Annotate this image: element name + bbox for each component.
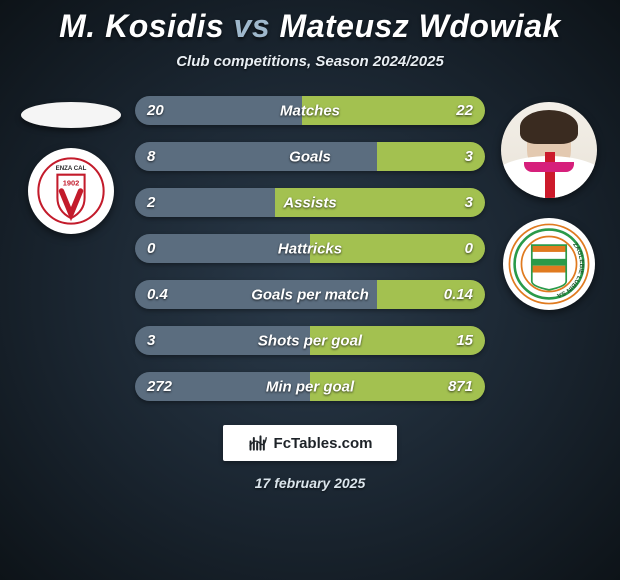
stat-row: 272871Min per goal	[135, 372, 485, 401]
zaglebie-badge-icon: ZAGLEBIE LUBIN SA	[506, 221, 592, 307]
player1-avatar	[21, 102, 121, 128]
stat-left-bar: 20	[135, 96, 302, 125]
stat-row: 0.40.14Goals per match	[135, 280, 485, 309]
stat-right-value: 3	[465, 194, 473, 211]
stat-right-value: 3	[465, 148, 473, 165]
watermark-text: FcTables.com	[274, 435, 373, 452]
stat-right-value: 15	[456, 332, 473, 349]
player2-name: Mateusz Wdowiak	[280, 8, 561, 44]
stat-left-value: 272	[147, 378, 172, 395]
stat-right-value: 22	[456, 102, 473, 119]
stat-right-bar: 22	[302, 96, 485, 125]
svg-text:ENZA CAL: ENZA CAL	[56, 165, 87, 172]
player1-name: M. Kosidis	[59, 8, 224, 44]
stat-left-value: 2	[147, 194, 155, 211]
stat-row: 83Goals	[135, 142, 485, 171]
stat-row: 23Assists	[135, 188, 485, 217]
date: 17 february 2025	[0, 475, 620, 491]
stat-left-bar: 0	[135, 234, 310, 263]
player2-avatar	[501, 102, 597, 198]
stat-bars: 2022Matches83Goals23Assists00Hattricks0.…	[135, 96, 485, 401]
stat-left-value: 0	[147, 240, 155, 257]
stat-left-bar: 2	[135, 188, 275, 217]
stat-right-bar: 3	[377, 142, 486, 171]
player2-club-badge: ZAGLEBIE LUBIN SA	[503, 218, 595, 310]
watermark: FcTables.com	[223, 425, 397, 461]
stat-right-value: 0.14	[444, 286, 473, 303]
stat-left-bar: 3	[135, 326, 310, 355]
stat-left-value: 0.4	[147, 286, 168, 303]
chart-icon	[248, 433, 268, 453]
stat-left-bar: 0.4	[135, 280, 377, 309]
subtitle: Club competitions, Season 2024/2025	[0, 53, 620, 70]
stat-left-bar: 8	[135, 142, 377, 171]
stat-right-bar: 871	[310, 372, 485, 401]
stat-left-value: 8	[147, 148, 155, 165]
svg-text:1902: 1902	[63, 179, 80, 188]
stat-left-value: 20	[147, 102, 164, 119]
stat-row: 00Hattricks	[135, 234, 485, 263]
stat-left-value: 3	[147, 332, 155, 349]
vicenza-badge-icon: ENZA CAL 1902	[37, 157, 105, 225]
player1-club-badge: ENZA CAL 1902	[28, 148, 114, 234]
stat-left-bar: 272	[135, 372, 310, 401]
left-column: ENZA CAL 1902	[15, 96, 127, 234]
right-column: ZAGLEBIE LUBIN SA	[493, 96, 605, 310]
stat-right-bar: 15	[310, 326, 485, 355]
stat-right-value: 871	[448, 378, 473, 395]
comparison-title: M. Kosidis vs Mateusz Wdowiak	[0, 8, 620, 45]
stat-row: 315Shots per goal	[135, 326, 485, 355]
stat-right-bar: 0	[310, 234, 485, 263]
vs-separator: vs	[234, 8, 271, 44]
stat-row: 2022Matches	[135, 96, 485, 125]
stat-right-bar: 3	[275, 188, 485, 217]
stat-right-value: 0	[465, 240, 473, 257]
stat-right-bar: 0.14	[377, 280, 486, 309]
